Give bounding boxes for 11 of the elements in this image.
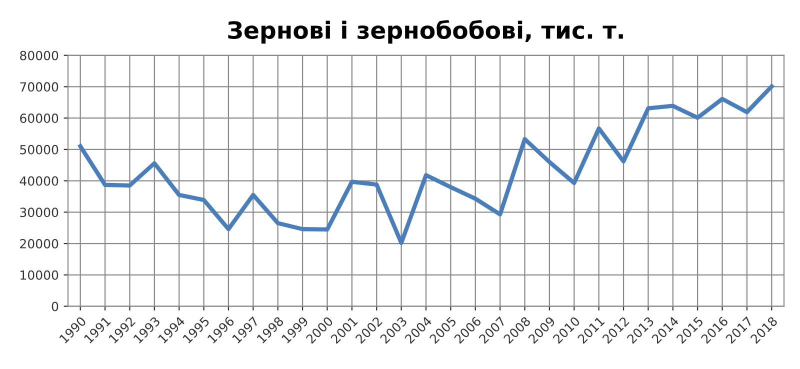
y-tick-label: 60000 (20, 114, 58, 124)
y-tick-label: 10000 (20, 270, 58, 280)
y-tick-label: 0 (52, 302, 58, 312)
y-tick-label: 70000 (20, 82, 58, 92)
line-series (78, 84, 774, 245)
chart-title: Зернові і зернобобові, тис. т. (228, 20, 623, 44)
y-tick-label: 20000 (20, 239, 58, 248)
y-tick-label: 50000 (20, 144, 58, 154)
y-tick-label: 80000 (20, 50, 58, 60)
y-tick-label: 30000 (20, 208, 58, 218)
y-tick-label: 40000 (20, 176, 58, 186)
